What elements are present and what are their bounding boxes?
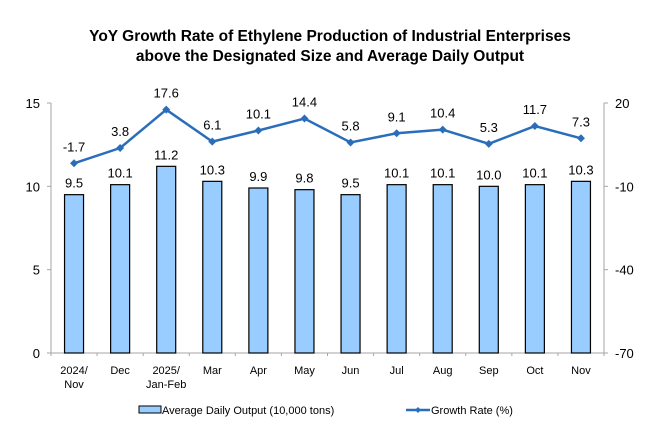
bar-data-label: 10.1 bbox=[384, 166, 409, 181]
right-axis-tick-label: -40 bbox=[615, 263, 634, 278]
growth-rate-line bbox=[73, 108, 582, 165]
left-axis-tick-label: 10 bbox=[26, 179, 40, 194]
line-data-label: -1.7 bbox=[63, 139, 85, 154]
line-marker bbox=[346, 138, 355, 147]
bar-data-label: 10.0 bbox=[476, 167, 501, 182]
left-axis-tick-label: 15 bbox=[26, 96, 40, 111]
bar bbox=[340, 194, 361, 354]
line-marker bbox=[162, 105, 171, 114]
right-axis-tick-label: 20 bbox=[615, 96, 629, 111]
line-data-label: 17.6 bbox=[154, 86, 179, 101]
x-axis-category-label: Apr bbox=[250, 365, 267, 377]
bar bbox=[294, 189, 315, 354]
x-axis-category-label: Jun bbox=[342, 365, 360, 377]
line-marker bbox=[70, 159, 79, 168]
bar-data-label: 10.3 bbox=[568, 162, 593, 177]
x-axis-category-label: May bbox=[294, 365, 315, 377]
line-data-label: 9.1 bbox=[388, 109, 406, 124]
x-axis-category-label: Dec bbox=[110, 365, 130, 377]
left-axis-tick-label: 0 bbox=[33, 346, 40, 361]
x-axis-category-label: Nov bbox=[64, 379, 84, 391]
x-axis-category-label: Mar bbox=[203, 365, 222, 377]
bar-data-label: 9.8 bbox=[295, 171, 313, 186]
right-axis-tick-label: -10 bbox=[615, 179, 634, 194]
line-data-label: 3.8 bbox=[111, 124, 129, 139]
bar bbox=[478, 185, 499, 354]
line-marker bbox=[576, 134, 585, 143]
line-marker bbox=[254, 126, 263, 135]
line-marker bbox=[392, 129, 401, 138]
chart-title-line-2: above the Designated Size and Average Da… bbox=[136, 48, 524, 65]
bar-data-label: 10.1 bbox=[107, 166, 132, 181]
left-axis-tick-label: 5 bbox=[33, 263, 40, 278]
line-marker bbox=[438, 125, 447, 134]
line-data-label: 10.4 bbox=[430, 106, 455, 121]
bar-data-label: 9.5 bbox=[342, 176, 360, 191]
bar bbox=[202, 180, 223, 354]
bar-data-label: 10.1 bbox=[430, 166, 455, 181]
line-series bbox=[70, 105, 585, 168]
line-data-label: 5.3 bbox=[480, 120, 498, 135]
bar bbox=[248, 187, 269, 354]
x-axis-category-label: Nov bbox=[571, 365, 591, 377]
bar bbox=[386, 184, 407, 354]
line-data-label: 6.1 bbox=[203, 118, 221, 133]
x-axis-category-label: Aug bbox=[433, 365, 453, 377]
bar bbox=[63, 194, 85, 354]
line-marker bbox=[300, 114, 309, 123]
x-axis-category-label: Jan-Feb bbox=[146, 379, 186, 391]
line-data-label: 7.3 bbox=[572, 114, 590, 129]
data-labels: 9.5 10.1 11.2 10.3 9.9 9.8 9.5 10.1 10.1 10.0 10.1… bbox=[63, 86, 594, 191]
bar-data-label: 9.9 bbox=[249, 169, 267, 184]
legend-label-bars: Average Daily Output (10,000 tons) bbox=[162, 405, 334, 417]
bar bbox=[524, 184, 545, 354]
legend-label-line: Growth Rate (%) bbox=[431, 405, 513, 417]
legend-swatch-bars bbox=[138, 405, 162, 414]
bar bbox=[570, 180, 592, 354]
line-data-label: 5.8 bbox=[342, 118, 360, 133]
right-axis-tick-label: -70 bbox=[615, 346, 634, 361]
line-marker bbox=[116, 144, 125, 152]
bar bbox=[110, 184, 131, 354]
bar-data-label: 10.3 bbox=[200, 162, 225, 177]
line-data-label: 10.1 bbox=[246, 107, 271, 122]
line-data-label: 14.4 bbox=[292, 95, 317, 110]
line-marker bbox=[208, 137, 217, 146]
line-marker bbox=[530, 122, 539, 131]
x-axis-category-label: Jul bbox=[390, 365, 404, 377]
x-axis-category-label: 2024/ bbox=[60, 365, 88, 377]
line-data-label: 11.7 bbox=[523, 102, 547, 117]
bar-data-label: 10.1 bbox=[522, 166, 547, 181]
legend: Average Daily Output (10,000 tons) Growt… bbox=[138, 405, 513, 417]
bar-data-label: 9.5 bbox=[65, 176, 83, 191]
chart-title: YoY Growth Rate of Ethylene Production o… bbox=[89, 28, 571, 65]
axes: 0 5 10 15 -70 -40 -10 20 2024/Nov Dec 2025/Jan-Feb… bbox=[26, 96, 634, 391]
x-axis-category-label: Oct bbox=[526, 365, 543, 377]
line-marker bbox=[484, 139, 493, 148]
bar-series bbox=[63, 165, 592, 354]
x-axis-category-label: Sep bbox=[479, 365, 499, 377]
chart-title-line-1: YoY Growth Rate of Ethylene Production o… bbox=[89, 28, 571, 45]
bar bbox=[156, 165, 177, 354]
bar-data-label: 11.2 bbox=[154, 147, 178, 162]
legend-marker-diamond bbox=[415, 407, 421, 413]
bar bbox=[432, 184, 453, 354]
x-axis-category-label: 2025/ bbox=[152, 365, 180, 377]
